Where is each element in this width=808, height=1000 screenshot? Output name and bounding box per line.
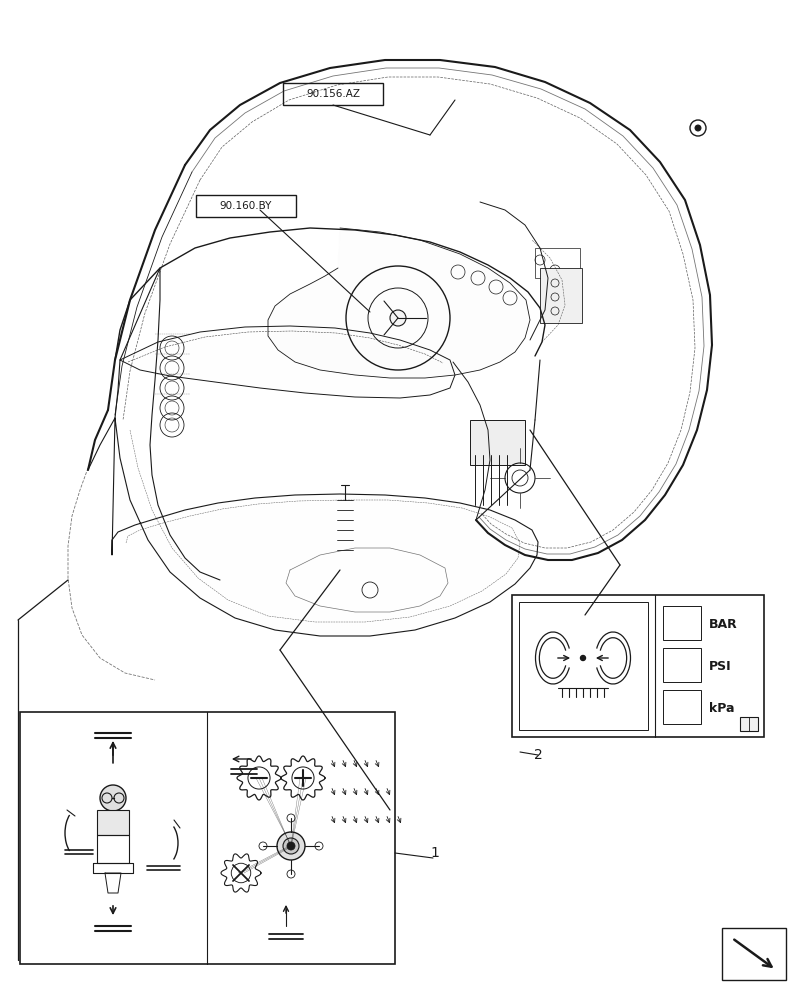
Bar — [519, 602, 648, 730]
Text: 1: 1 — [430, 846, 439, 860]
Bar — [663, 648, 701, 682]
Polygon shape — [268, 228, 530, 378]
Text: 90.156.AZ: 90.156.AZ — [306, 89, 360, 99]
Text: 90.160.BY: 90.160.BY — [220, 201, 272, 211]
Bar — [740, 717, 758, 731]
Bar — [663, 690, 701, 724]
Circle shape — [580, 656, 586, 660]
Circle shape — [696, 126, 700, 129]
Bar — [470, 420, 525, 465]
Bar — [535, 248, 580, 278]
Text: 2: 2 — [534, 748, 543, 762]
Bar — [722, 928, 786, 980]
Bar — [663, 606, 701, 640]
Circle shape — [695, 125, 701, 131]
Bar — [97, 810, 129, 835]
Text: kPa: kPa — [709, 702, 734, 714]
Bar — [20, 712, 395, 964]
Bar — [196, 195, 296, 217]
Circle shape — [283, 838, 299, 854]
Circle shape — [100, 785, 126, 811]
Circle shape — [390, 310, 406, 326]
Polygon shape — [112, 418, 538, 636]
Bar — [540, 268, 582, 323]
Text: PSI: PSI — [709, 660, 731, 672]
Polygon shape — [120, 326, 455, 398]
Circle shape — [277, 832, 305, 860]
Bar — [512, 595, 764, 737]
Circle shape — [287, 842, 295, 850]
Bar — [283, 83, 383, 105]
Text: BAR: BAR — [709, 617, 738, 631]
